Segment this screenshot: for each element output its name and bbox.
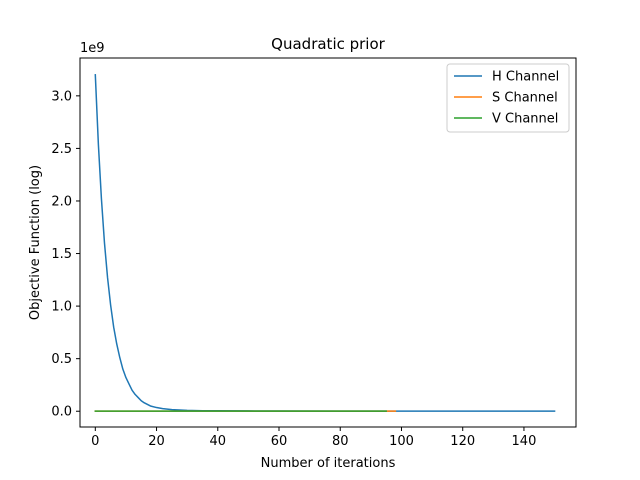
x-tick-label: 40 [210, 434, 227, 449]
legend-label: S Channel [492, 91, 558, 106]
y-tick-label: 3.0 [51, 89, 72, 104]
x-tick-label: 120 [450, 434, 475, 449]
y-tick-label: 0.0 [51, 405, 72, 420]
y-tick-label: 1.5 [51, 247, 72, 262]
legend-box [446, 63, 570, 133]
legend-label: V Channel [492, 112, 558, 127]
x-tick-label: 20 [148, 434, 165, 449]
y-tick-label: 2.0 [51, 194, 72, 209]
x-axis-ticks: 0 20 40 60 80 100 120 140 [91, 427, 536, 449]
y-axis-ticks: 0.0 0.5 1.0 1.5 2.0 2.5 3.0 [51, 89, 80, 420]
x-tick-label: 140 [512, 434, 537, 449]
series-layer [94, 74, 556, 412]
y-tick-label: 0.5 [51, 352, 72, 367]
y-tick-label: 1.0 [51, 300, 72, 315]
y-tick-label: 2.5 [51, 142, 72, 157]
plot-frame [79, 57, 577, 428]
x-tick-label: 0 [91, 434, 99, 449]
x-tick-label: 80 [332, 434, 349, 449]
legend: H Channel S Channel V Channel [446, 63, 570, 133]
y-axis-label: Objective Function (log) [28, 165, 43, 320]
chart-title: Quadratic prior [271, 35, 385, 53]
x-axis-label: Number of iterations [261, 456, 396, 471]
y-offset-label: 1e9 [80, 41, 105, 56]
x-tick-label: 60 [271, 434, 288, 449]
x-tick-label: 100 [389, 434, 414, 449]
legend-label: H Channel [492, 70, 559, 85]
